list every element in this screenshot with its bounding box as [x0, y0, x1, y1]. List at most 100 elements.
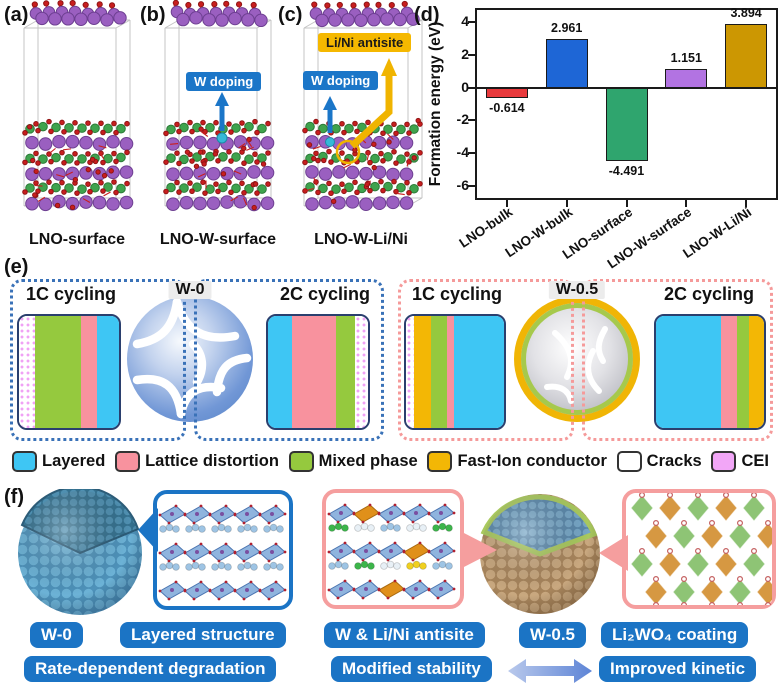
x-tick-mark	[625, 198, 628, 207]
crystal-structure-lno-w-lini	[302, 0, 423, 212]
cracks-graphic	[544, 326, 608, 404]
double-arrow-icon	[508, 659, 592, 683]
panel-f-label: (f)	[4, 486, 24, 508]
bar-value-label: -4.491	[608, 164, 645, 179]
panel-d-label: (d)	[414, 4, 440, 26]
stripe-mixed	[35, 316, 81, 428]
li2wo4-structure-graphic	[630, 493, 772, 605]
crystal-structure-lno-w-surface	[163, 0, 275, 212]
antisite-structure-callout	[322, 489, 464, 609]
li2wo4-coating-badge: Li₂WO₄ coating	[601, 622, 749, 648]
stripe-lattice	[81, 316, 97, 428]
stripe-lattice	[292, 316, 336, 428]
legend-item-fastion: Fast-Ion conductor	[427, 451, 607, 472]
bar-value-label: 3.894	[730, 6, 762, 20]
w05-2c-particle-cross-section	[654, 314, 766, 430]
lini-antisite-annotation: Li/Ni antisite	[318, 33, 412, 52]
panel-c-label: (c)	[278, 4, 303, 26]
y-tick-mark	[468, 21, 477, 24]
stripe-lattice	[720, 316, 737, 428]
stripe-mixed	[431, 316, 448, 428]
panel-a-label: (a)	[4, 4, 29, 26]
y-tick-mark	[468, 119, 477, 122]
crystal-structure-lno-surface	[22, 0, 134, 212]
w05-particle-3d	[480, 494, 600, 614]
legend-swatch-lattice	[115, 451, 141, 472]
legend-item-mixed: Mixed phase	[288, 451, 418, 472]
w0-2c-title: 2C cycling	[280, 284, 371, 304]
w0-1c-box	[10, 279, 186, 441]
w0-badge: W-0	[30, 622, 83, 648]
stripe-layered	[656, 316, 721, 428]
legend-label: Fast-Ion conductor	[457, 452, 607, 470]
y-tick-label: -4	[456, 144, 469, 161]
legend-swatch-layered	[12, 451, 37, 472]
y-tick-mark	[468, 86, 477, 89]
bar-LNO-W-surface	[665, 68, 708, 88]
caption-lno-surface: LNO-surface	[28, 231, 126, 248]
layered-structure-graphic	[158, 504, 287, 601]
w05-badge: W-0.5	[519, 622, 586, 648]
w-doping-annotation-c: W doping	[303, 71, 379, 90]
bar-value-label: 2.961	[551, 21, 583, 36]
stripe-layered	[97, 316, 119, 428]
legend-label: Mixed phase	[318, 452, 418, 470]
y-tick-label: -2	[456, 111, 469, 128]
improved-kinetic-badge: Improved kinetic	[599, 656, 757, 682]
legend-swatch-cracks	[616, 451, 642, 472]
w-lini-antisite-badge: W & Li/Ni antisite	[324, 622, 485, 648]
w0-particle-3d	[18, 489, 142, 615]
legend-swatch-fastion	[427, 451, 453, 472]
w05-1c-particle-cross-section	[404, 314, 506, 430]
bar-value-label: -0.614	[489, 100, 525, 115]
w05-1c-title: 1C cycling	[412, 284, 503, 304]
w05-chip: W-0.5	[548, 281, 606, 299]
legend-swatch-mixed	[288, 451, 314, 472]
legend-label: Lattice distortion	[145, 452, 279, 470]
stripe-lattice	[447, 316, 454, 428]
phase-legend: Layered Lattice distortion Mixed phase Fast…	[12, 451, 769, 472]
stripe-layered	[453, 316, 504, 428]
stripe-mixed	[336, 316, 355, 428]
stripe-fastion	[748, 316, 764, 428]
panel-e-label: (e)	[4, 256, 29, 278]
y-tick-label: 0	[461, 78, 469, 95]
y-tick-mark	[468, 53, 477, 56]
li2wo4-structure-callout	[622, 489, 776, 609]
stripe-fastion	[413, 316, 432, 428]
legend-swatch-cei	[711, 451, 737, 472]
w05-2c-box	[582, 279, 773, 441]
layered-structure-badge: Layered structure	[120, 622, 286, 648]
w0-chip: W-0	[168, 281, 212, 299]
w05-1c-box	[398, 279, 574, 441]
y-tick-label: 4	[461, 13, 469, 30]
doped-structure-graphic	[327, 503, 456, 600]
bar-LNO-W-Li/Ni	[725, 23, 768, 88]
legend-label: Cracks	[646, 452, 702, 470]
rate-degradation-badge: Rate-dependent degradation	[24, 656, 277, 682]
w05-2c-title: 2C cycling	[664, 284, 755, 304]
formation-energy-chart: 4 2 0 -2 -4 -6 -0.614 LNO-bulk 2.961 LNO-W-bulk -4…	[456, 6, 778, 272]
legend-item-layered: Layered	[12, 451, 105, 472]
stripe-mixed	[736, 316, 749, 428]
w05-particle-sphere	[514, 296, 640, 422]
legend-label: Layered	[42, 452, 106, 470]
legend-item-cei: CEI	[711, 451, 769, 472]
x-tick-mark	[505, 198, 508, 207]
panel-b-label: (b)	[140, 4, 166, 26]
layered-structure-callout	[153, 490, 293, 610]
bar-LNO-W-bulk	[545, 39, 588, 88]
x-tick-mark	[565, 198, 568, 207]
y-tick-label: 2	[461, 45, 469, 62]
w0-1c-title: 1C cycling	[26, 284, 117, 304]
legend-item-cracks: Cracks	[616, 451, 702, 472]
stripe-cei	[355, 316, 368, 428]
bar-value-label: 1.151	[670, 50, 702, 65]
w0-1c-particle-cross-section	[17, 314, 121, 430]
legend-label: CEI	[741, 452, 769, 470]
stripe-cei	[19, 316, 35, 428]
w0-2c-box	[194, 279, 384, 441]
y-tick-mark	[468, 152, 477, 155]
x-tick-mark	[685, 198, 688, 207]
